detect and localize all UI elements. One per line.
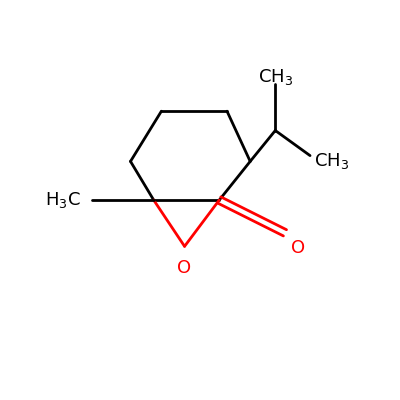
Text: CH$_3$: CH$_3$ xyxy=(258,67,293,87)
Text: CH$_3$: CH$_3$ xyxy=(314,151,349,171)
Text: O: O xyxy=(178,258,192,276)
Text: H$_3$C: H$_3$C xyxy=(44,190,80,210)
Text: O: O xyxy=(291,239,305,257)
